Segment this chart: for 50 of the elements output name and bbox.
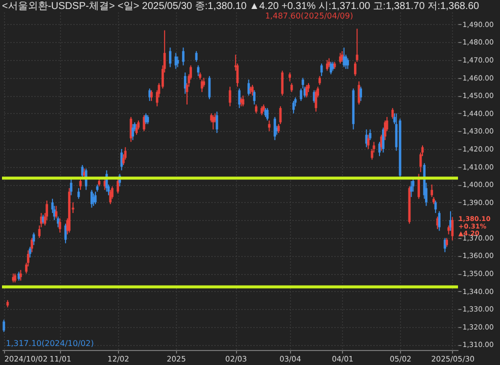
chart-title: <서울외환-USDSP-체결> <일> 2025/05/30 종:1,380.10 ▲4.20 +0.31% 시:1,371.00 고:1,381.70 저:1,368.60 xyxy=(2,1,480,12)
candlestick xyxy=(382,127,384,154)
candlestick xyxy=(367,134,370,150)
candlestick xyxy=(346,58,349,70)
candlestick xyxy=(77,188,80,200)
candlestick xyxy=(109,189,112,205)
candlestick xyxy=(418,173,420,200)
candlestick xyxy=(30,237,34,253)
candlestick xyxy=(54,205,58,219)
candlestick xyxy=(184,72,186,94)
candlestick xyxy=(326,60,328,72)
candlestick xyxy=(354,61,356,77)
candlestick xyxy=(2,319,6,333)
candlestick xyxy=(430,184,434,198)
candlestick xyxy=(197,64,200,77)
candlestick xyxy=(438,210,441,232)
candlestick xyxy=(434,200,437,214)
candlestick xyxy=(212,114,214,130)
candlestick xyxy=(58,218,62,234)
candlestick xyxy=(368,128,372,141)
candlestick xyxy=(365,128,368,148)
candlestick xyxy=(451,216,454,241)
candlestick xyxy=(32,232,35,246)
candlestick xyxy=(340,50,344,62)
candlestick xyxy=(339,52,342,64)
candlestick xyxy=(391,108,394,120)
candlestick xyxy=(253,90,256,106)
candlestick xyxy=(90,189,93,208)
candlestick xyxy=(208,76,211,100)
candlestick xyxy=(135,124,138,136)
candlestick xyxy=(168,47,172,68)
candlestick xyxy=(70,178,72,196)
candlestick xyxy=(247,79,250,96)
candlestick xyxy=(410,180,412,198)
candlestick xyxy=(268,120,270,132)
candlestick xyxy=(174,52,178,70)
candlestick xyxy=(94,191,97,205)
candlestick xyxy=(182,47,184,66)
candlestick xyxy=(132,124,134,141)
annotation: 1,317.10(2024/10/02) xyxy=(6,339,94,348)
candlestick xyxy=(281,70,284,96)
candlestick xyxy=(176,56,179,68)
candlestick xyxy=(320,63,323,77)
candlestick xyxy=(120,148,123,171)
candlestick xyxy=(360,86,362,102)
candlestick xyxy=(356,28,358,62)
candlestick xyxy=(195,50,198,62)
candlestick xyxy=(384,120,386,141)
annotation: 1,487.60(2025/04/09) xyxy=(265,12,354,21)
candlestick xyxy=(116,178,120,194)
